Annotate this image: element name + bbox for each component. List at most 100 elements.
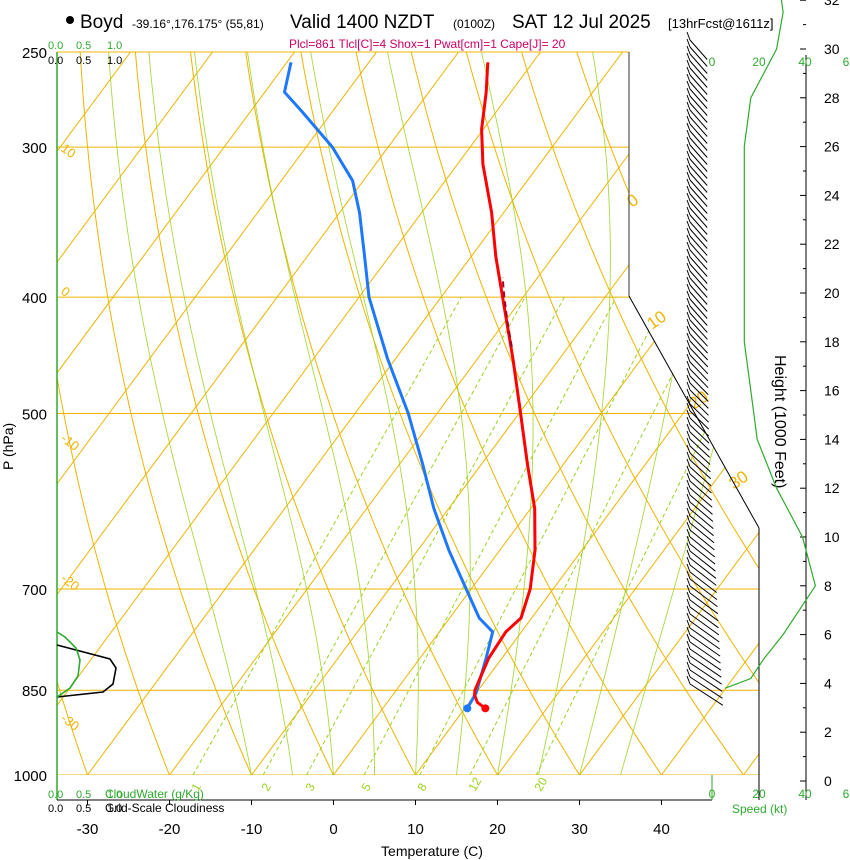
cloudiness-scale-bottom-label: 1.0: [107, 803, 122, 815]
wind-barb-flag: [686, 101, 691, 111]
wind-barb-staff: [689, 592, 719, 615]
wind-barb-staff: [689, 466, 712, 487]
moist-adiabat-line: [247, 52, 375, 775]
wind-barb-staff: [689, 473, 712, 494]
wind-barb-staff: [689, 151, 708, 172]
pressure-tick-label: 300: [22, 140, 47, 157]
mixing-ratio-line: [363, 296, 617, 775]
wind-barb-flag: [686, 234, 691, 244]
cloud-scales: 0.0 0.0 0.0 0.5 0.5 0.5 1.0 1.0 1.0 0.0 0.5 1.0: [48, 40, 122, 815]
wind-barb-staff: [689, 655, 722, 678]
wind-barb-flag: [686, 192, 691, 202]
wind-barb-flag: [686, 115, 691, 125]
temperature-line: [473, 62, 537, 710]
wind-barb-flag: [686, 80, 691, 90]
isotherm-line: [415, 52, 759, 775]
mixing-ratio-label: 5: [358, 780, 374, 793]
wind-barb-staff: [689, 417, 710, 437]
isotherm-label: -20: [58, 570, 82, 593]
height-tick-label: 4: [824, 675, 832, 691]
height-tick-label: 30: [824, 41, 840, 57]
wind-barb-staff: [689, 221, 708, 242]
wind-barb-flag: [686, 31, 691, 41]
wind-barb-staff: [689, 39, 708, 60]
height-tick-label: 26: [824, 139, 840, 155]
wind-barb-staff: [689, 228, 708, 249]
grid-scale-cloudiness-curve: [56, 644, 117, 698]
moist-adiabat-line: [387, 52, 471, 775]
wind-barb-flag: [686, 311, 691, 321]
wind-barb-staff: [689, 634, 721, 657]
forecast-label: [13hrFcst@1611z]: [668, 16, 773, 31]
wind-barb-flag: [686, 633, 691, 643]
cloudiness-scale-bottom-label: 0.5: [76, 803, 91, 815]
height-tick-label: 14: [824, 431, 840, 447]
wind-barb-flag: [686, 493, 691, 503]
speed-top-label: 6: [843, 55, 850, 69]
wind-barb-staff: [689, 361, 709, 382]
utc-time: (0100Z): [453, 17, 495, 31]
wind-barb-staff: [689, 578, 718, 600]
height-tick-label: 2: [824, 724, 832, 740]
wind-barb-flag: [686, 395, 691, 405]
wind-barb-staff: [689, 158, 708, 179]
temperature-tick-label: 10: [407, 821, 424, 838]
wind-barb-staff: [689, 172, 708, 193]
height-tick-label: 28: [824, 90, 840, 106]
wind-barb-staff: [689, 529, 715, 551]
cloudwater-scale-top-label: 0.0: [48, 40, 63, 52]
wind-barb-staff: [689, 291, 708, 312]
wind-barb-flag: [686, 248, 691, 258]
wind-barb-flag: [686, 584, 691, 594]
height-tick-label: 24: [824, 187, 840, 203]
wind-barb-flag: [686, 388, 691, 398]
pressure-axis-label: P (hPa): [0, 423, 16, 470]
wind-barb-flag: [686, 66, 691, 76]
profiles: [283, 61, 537, 713]
wind-barb-flag: [686, 276, 691, 286]
wind-barb-staff: [689, 123, 708, 144]
wind-barb-staff: [689, 81, 708, 102]
moist-adiabat-line: [194, 52, 334, 775]
wind-barb-staff: [689, 305, 708, 326]
wind-barb-staff: [689, 347, 709, 368]
wind-barb-staff: [689, 669, 723, 692]
wind-barb-staff: [689, 326, 708, 347]
wind-barb-staff: [689, 312, 708, 333]
wind-barb-flag: [686, 619, 691, 629]
wind-barb-flag: [686, 59, 691, 69]
wind-barb-flag: [686, 157, 691, 167]
wind-barb-flag: [686, 262, 691, 272]
wind-barb-flag: [686, 290, 691, 300]
wind-barb-staff: [689, 410, 710, 430]
cloudwater-scale-bottom-label: 0.5: [76, 789, 91, 801]
wind-barb-flag: [686, 220, 691, 230]
wind-barbs: [686, 31, 724, 706]
wind-barb-staff: [689, 480, 713, 501]
wind-barb-staff: [689, 270, 708, 291]
wind-barb-flag: [686, 570, 691, 580]
pressure-tick-label: 400: [22, 290, 47, 307]
dry-adiabat-line: [190, 52, 416, 775]
wind-barb-flag: [686, 87, 691, 97]
wind-barb-flag: [686, 556, 691, 566]
temperature-tick-label: 30: [571, 821, 588, 838]
height-tick-label: 10: [824, 529, 840, 545]
wind-barb-staff: [689, 613, 720, 636]
mixing-ratio-label: 20: [531, 775, 550, 794]
mixing-ratio-label: 3: [302, 780, 318, 793]
cloudwater-scale-bottom-label: 0.0: [48, 789, 63, 801]
station-coords: -39.16°,176.175° (55,81): [132, 17, 264, 31]
wind-barb-flag: [686, 178, 691, 188]
temperature-tick-label: 0: [329, 821, 337, 838]
wind-barb-flag: [686, 507, 691, 517]
cloudiness-caption: Grid-Scale Cloudiness: [105, 801, 224, 815]
wind-barb-flag: [686, 185, 691, 195]
isotherm-line: [333, 52, 759, 775]
dry-adiabat-line: [300, 52, 580, 775]
wind-barb-staff: [689, 144, 708, 165]
wind-barb-flag: [686, 360, 691, 370]
wind-barb-flag: [686, 549, 691, 559]
wind-barb-staff: [689, 102, 708, 123]
speed-top-label: 20: [752, 55, 766, 69]
